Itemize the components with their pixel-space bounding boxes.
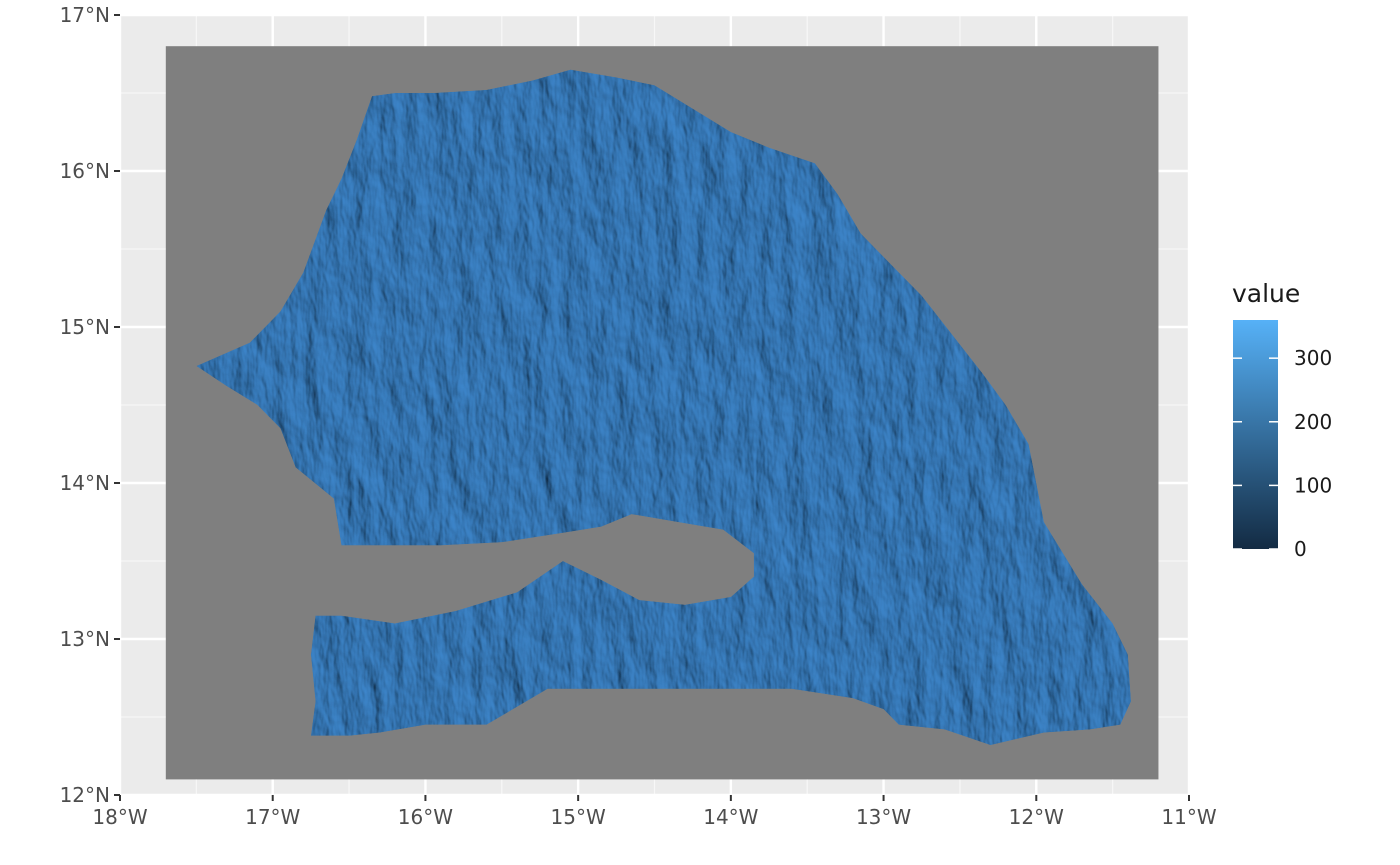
legend-break-label: 100 (1294, 473, 1332, 497)
legend-break-label: 0 (1294, 537, 1307, 561)
legend-title: value (1232, 279, 1300, 308)
y-tick-label: 17°N (60, 3, 110, 27)
x-tick-label: 15°W (551, 805, 606, 829)
x-tick-label: 16°W (398, 805, 453, 829)
y-tick-label: 15°N (60, 315, 110, 339)
legend-break-label: 200 (1294, 410, 1332, 434)
legend-break-label: 300 (1294, 346, 1332, 370)
y-tick-label: 16°N (60, 159, 110, 183)
x-tick-label: 17°W (245, 805, 300, 829)
y-tick-label: 14°N (60, 471, 110, 495)
axes: 18°W 17°W 16°W 15°W 14°W 13°W 12°W 11°W 12°N 13°N… (60, 3, 1217, 829)
x-tick-label: 11°W (1161, 805, 1216, 829)
colorbar-legend: value 0 100 200 300 (1232, 279, 1332, 561)
raster-land-surface (196, 69, 1131, 746)
legend-color-bar (1233, 320, 1278, 549)
x-tick-label: 14°W (703, 805, 758, 829)
x-tick-label: 12°W (1009, 805, 1064, 829)
x-tick-label: 18°W (92, 805, 147, 829)
y-tick-label: 12°N (60, 783, 110, 807)
x-tick-label: 13°W (856, 805, 911, 829)
y-tick-label: 13°N (60, 627, 110, 651)
